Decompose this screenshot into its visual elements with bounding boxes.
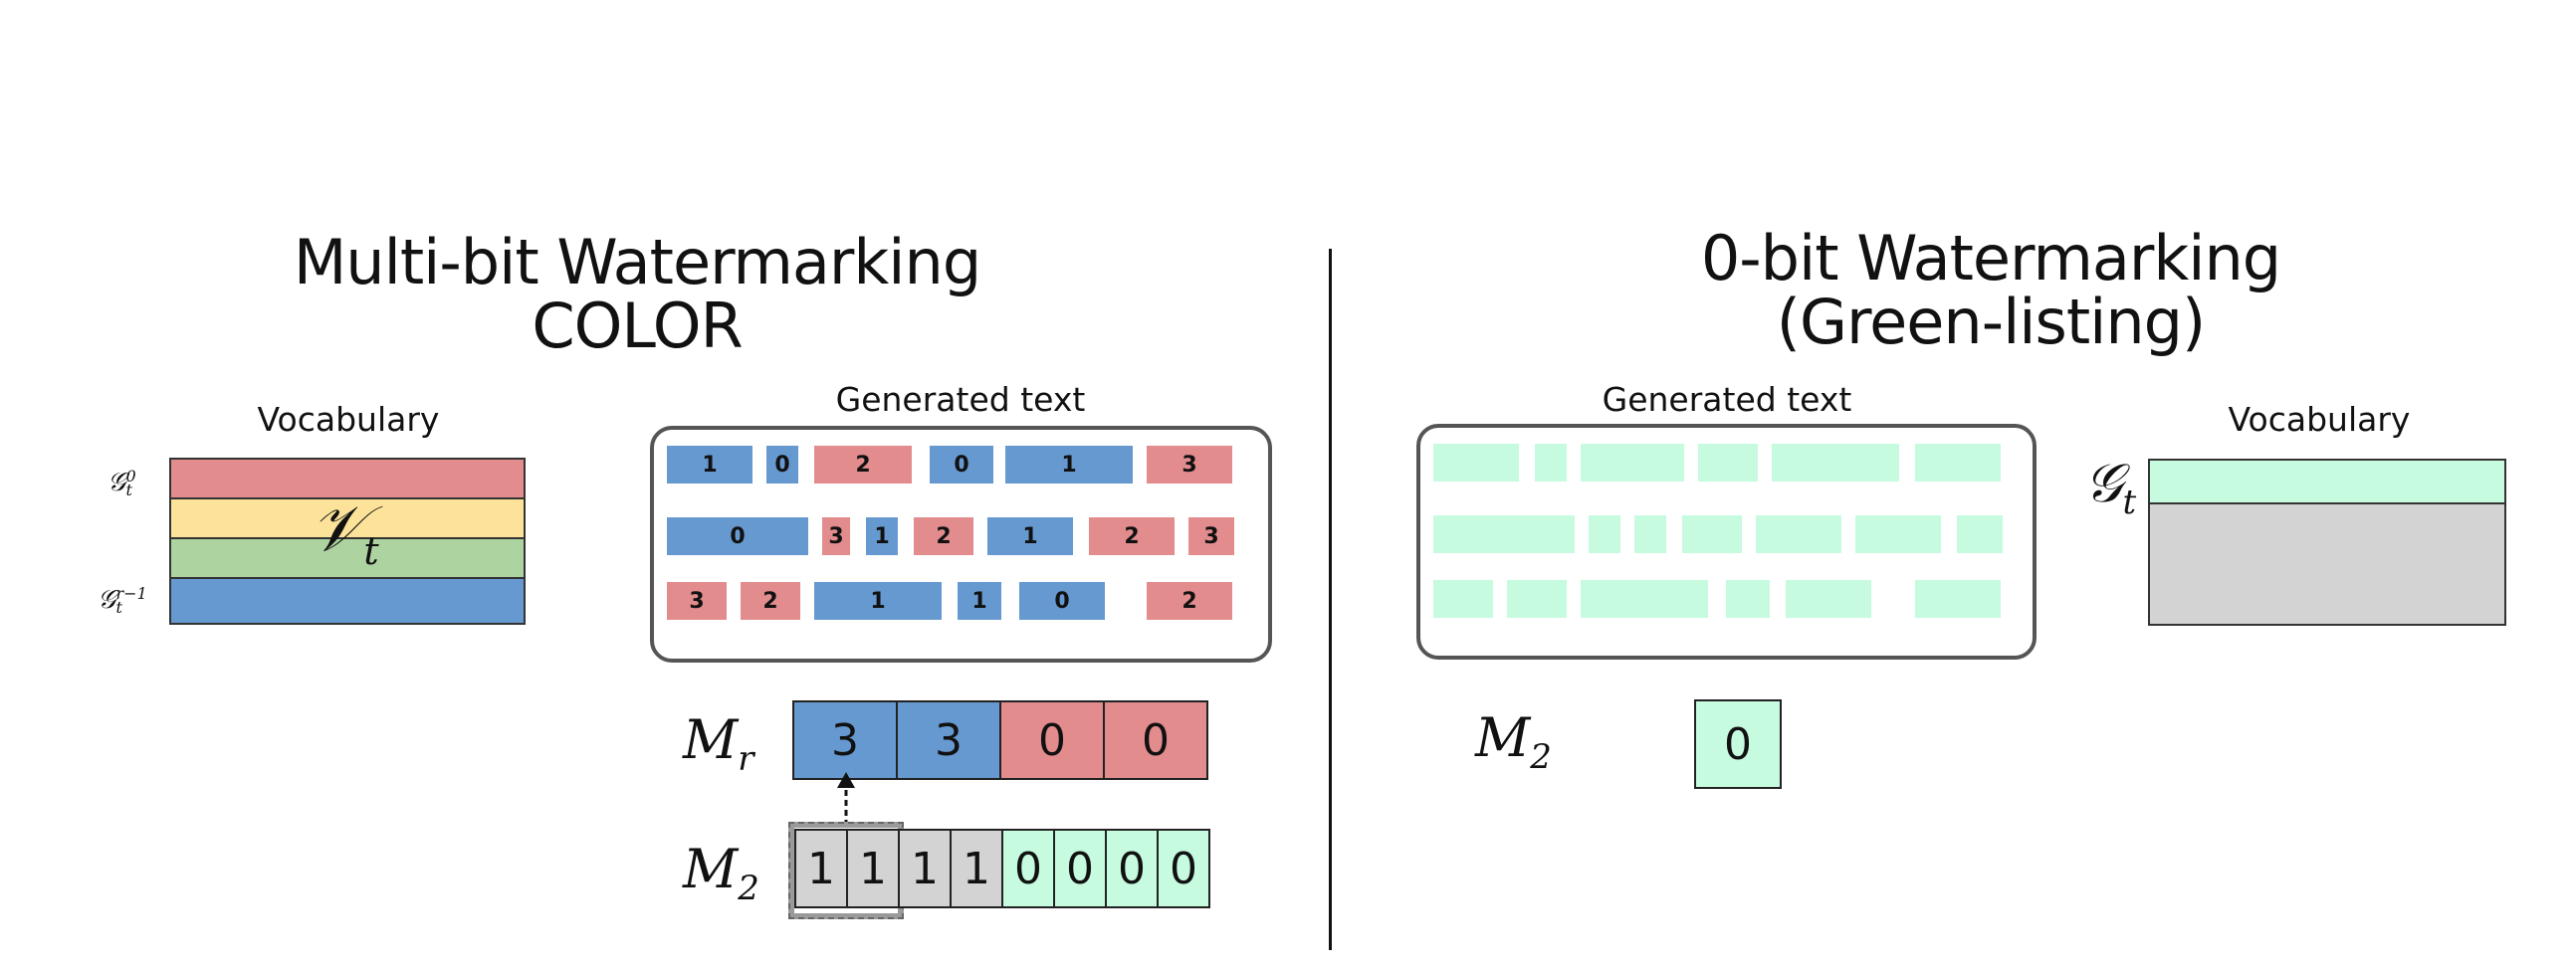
g-top-symbol: 𝒢 [107,468,126,497]
token-green [1581,580,1708,618]
mr-label-sub: r [738,738,754,779]
token-blue: 0 [667,517,808,555]
g-bottom-sup: r−1 [115,584,147,603]
m2-bit-cell: 1 [950,829,1003,908]
m2-bit-cell: 1 [846,829,900,908]
token-red: 3 [1147,446,1232,484]
zero-bit-title: 0-bit Watermarking (Green-listing) [1593,227,2389,354]
token-green [1433,444,1519,482]
token-red: 3 [822,517,850,555]
vocab-band-yellow [169,497,526,539]
token-green [1915,580,2001,618]
token-red: 2 [1089,517,1175,555]
arrow-up-icon [837,772,855,826]
left-vocab-label: Vocabulary [257,400,440,439]
right-g-symbol: 𝒢 [2084,452,2123,514]
g-bottom-sub: t [115,598,122,617]
g-top-sub: t [125,481,132,499]
token-red: 2 [741,582,800,620]
zero-bit-title-line2: (Green-listing) [1776,286,2206,358]
token-green [1535,444,1567,482]
m2-bit-cell: 0 [1001,829,1055,908]
m2-bit-cell: 0 [1105,829,1159,908]
right-vocab-gray-band [2148,502,2506,626]
m2-left-label-main: M [683,838,739,900]
section-divider [1329,249,1332,950]
token-green [1786,580,1871,618]
vocab-band-blue [169,577,526,625]
token-green [1433,580,1493,618]
vocab-symbol: 𝒱t [311,497,379,583]
right-vocab-green-band [2148,459,2506,504]
token-blue: 0 [766,446,798,484]
g-bottom-symbol: 𝒢 [98,585,116,615]
right-generated-box [1416,424,2037,660]
token-green [1915,444,2001,482]
m2-left-label: M2 [683,838,759,908]
token-green [1589,515,1620,553]
m2-right-label-sub: 2 [1530,736,1552,777]
m2-right-label: M2 [1475,706,1552,777]
vocab-symbol-main: 𝒱 [311,492,364,566]
token-red: 3 [1188,517,1234,555]
right-g-sub: t [2122,482,2137,522]
multi-bit-title: Multi-bit Watermarking COLOR [239,231,1035,358]
m2-left-label-sub: 2 [738,868,759,908]
token-blue: 0 [930,446,993,484]
token-green [1698,444,1758,482]
g-bottom-label: 𝒢 r−1 t [98,585,147,616]
mr-label: Mr [683,708,754,779]
multi-bit-title-line1: Multi-bit Watermarking [293,226,981,298]
token-red: 2 [814,446,912,484]
m2-right-cell: 0 [1694,699,1782,789]
token-green [1772,444,1899,482]
vocab-symbol-sub: t [363,528,379,573]
multi-bit-title-line2: COLOR [532,290,743,362]
token-blue: 1 [958,582,1001,620]
token-green [1433,515,1575,553]
mr-label-main: M [683,708,739,771]
g-top-label: 𝒢 0 t [107,468,136,498]
token-blue: 1 [987,517,1073,555]
right-g-label: 𝒢t [2084,452,2136,522]
token-blue: 1 [1005,446,1133,484]
token-blue: 1 [667,446,752,484]
token-red: 2 [1147,582,1232,620]
right-generated-label: Generated text [1602,380,1852,419]
token-green [1855,515,1941,553]
mr-cell: 0 [999,700,1105,780]
token-blue: 1 [814,582,942,620]
token-green [1507,580,1567,618]
mr-cell: 0 [1103,700,1208,780]
token-green [1682,515,1742,553]
left-generated-box [650,426,1272,663]
m2-bit-cell: 1 [794,829,848,908]
token-red: 2 [914,517,973,555]
m2-bit-cell: 1 [898,829,952,908]
token-green [1756,515,1841,553]
m2-right-label-main: M [1475,706,1531,769]
token-red: 3 [667,582,727,620]
g-top-sup: 0 [125,467,136,486]
token-green [1634,515,1666,553]
token-green [1957,515,2003,553]
right-vocab-label: Vocabulary [2228,400,2411,439]
token-blue: 0 [1019,582,1105,620]
zero-bit-title-line1: 0-bit Watermarking [1700,222,2281,294]
m2-bit-cell: 0 [1053,829,1107,908]
token-green [1726,580,1770,618]
left-generated-label: Generated text [835,380,1086,419]
m2-bit-cell: 0 [1157,829,1210,908]
token-blue: 1 [866,517,898,555]
mr-cell: 3 [896,700,1001,780]
mr-cell: 3 [792,700,898,780]
token-green [1581,444,1684,482]
